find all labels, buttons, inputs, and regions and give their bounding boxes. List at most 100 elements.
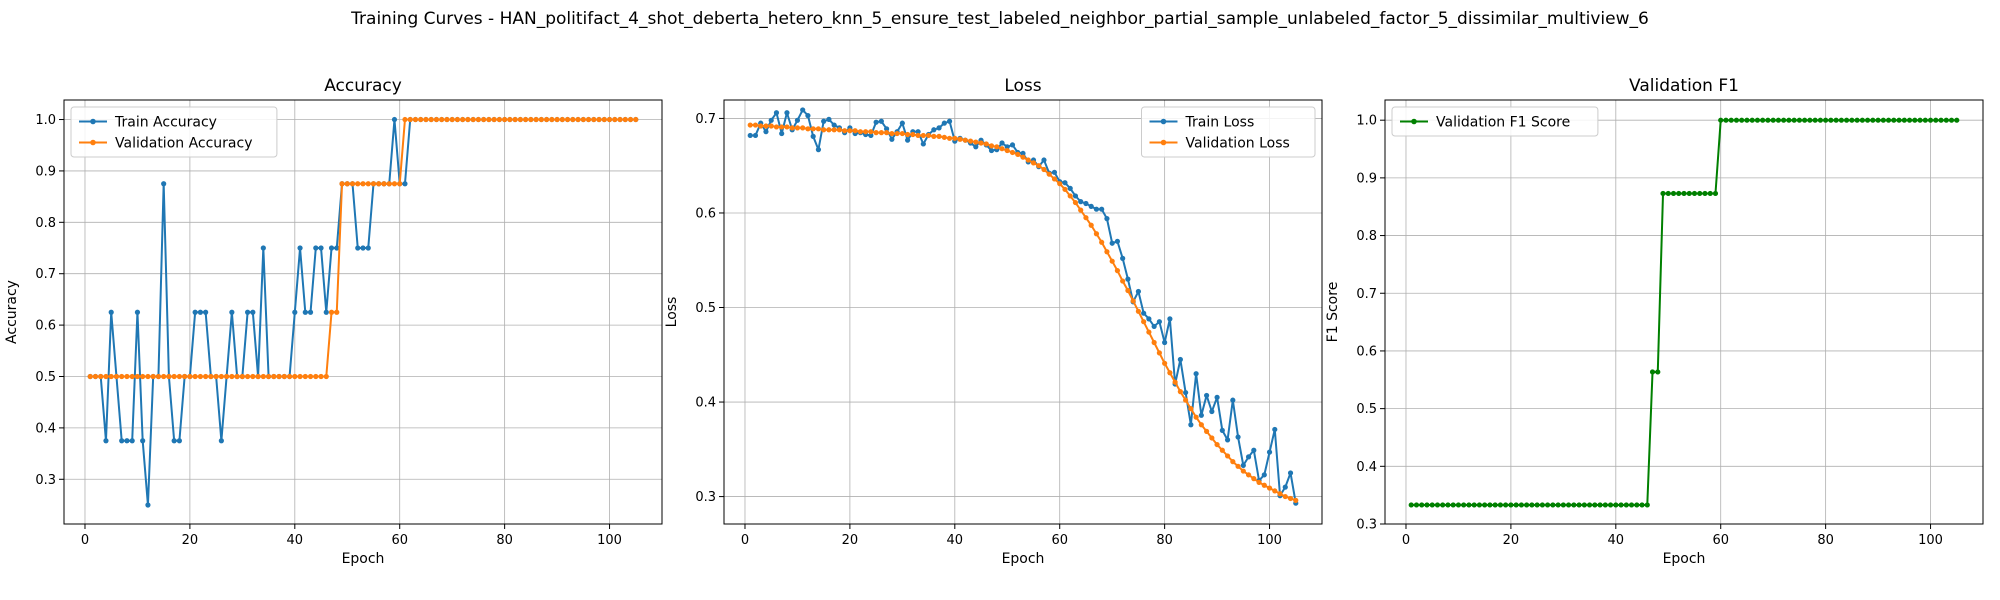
data-point [612,116,618,123]
data-point [554,116,560,123]
data-point [171,373,177,380]
data-point [1183,397,1189,403]
data-point [1183,389,1189,396]
data-point [150,373,156,380]
data-point [1193,414,1199,420]
data-point [1859,117,1865,123]
data-point [1251,476,1257,482]
data-point [784,124,790,130]
data-point [910,131,916,138]
data-point [794,125,801,131]
data-point [1172,379,1178,385]
data-point [905,131,911,138]
data-point [1287,495,1294,502]
data-point [1141,310,1147,316]
data-point [1791,117,1797,123]
data-point [633,116,639,123]
data-point [1739,117,1745,123]
data-point [1875,117,1881,123]
data-point [831,127,837,133]
data-point [1733,117,1740,123]
data-point [1204,392,1210,399]
data-point [444,116,450,123]
data-point [1445,502,1451,508]
data-point [1697,190,1703,197]
data-point [747,122,753,128]
data-point [355,245,361,251]
data-point [103,373,109,380]
data-point [1702,190,1708,197]
data-point [1550,502,1556,508]
data-point [878,130,884,136]
data-point [1093,206,1100,212]
data-point [1597,502,1603,508]
data-point [805,113,811,119]
y-tick-label: 0.4 [695,396,716,411]
data-point [108,309,114,315]
data-point [941,120,947,126]
y-tick-label: 1.0 [35,113,56,128]
data-point [1649,369,1656,375]
data-point [946,118,953,124]
data-point [1114,268,1121,274]
data-point [1025,157,1031,163]
chart-panel-1: 0 20 40 60 80 100 0.3 0.4 0.5 0.6 0.7 0.8 0.9 1.0 Accu… [4,76,663,567]
data-point [460,116,466,123]
data-point [1209,408,1215,415]
data-point [1807,117,1813,123]
data-point [187,373,193,380]
data-point [1104,249,1110,255]
data-point [245,373,251,380]
data-point [155,373,162,380]
data-point [821,118,827,124]
x-tick-label: 0 [741,533,749,548]
data-point [1120,278,1126,284]
legend-marker [90,118,96,125]
data-point [1765,117,1771,123]
data-point [507,116,513,123]
data-point [1072,193,1079,199]
data-point [1571,502,1577,508]
data-point [145,502,151,508]
data-point [1865,117,1871,123]
plot-frame [63,99,663,525]
data-point [1282,484,1288,490]
data-point [596,116,602,123]
data-point [1560,502,1566,508]
data-point [103,438,109,444]
data-point [779,130,785,137]
data-point [449,116,455,123]
data-point [575,116,581,123]
data-point [978,140,984,146]
data-point [161,373,167,380]
data-point [1723,117,1729,123]
data-point [585,116,592,123]
data-point [318,245,324,251]
data-point [1009,149,1016,156]
data-point [1749,117,1755,123]
data-point [784,110,790,116]
data-point [873,130,879,136]
data-point [1471,502,1477,508]
data-point [821,127,827,133]
data-point [1487,502,1493,508]
data-point [1906,117,1913,123]
data-point [1691,190,1698,197]
data-point [517,116,523,123]
data-point [1954,117,1960,123]
y-axis-label: Loss [664,297,680,328]
data-point [1828,117,1834,123]
data-point [1576,502,1582,508]
data-point [1508,502,1514,508]
data-point [1266,449,1273,455]
y-tick-label: 0.3 [1356,518,1377,533]
data-point [307,309,314,315]
data-point [239,373,245,380]
data-point [1760,117,1766,123]
data-point [1948,117,1955,123]
x-tick-label: 100 [1257,533,1282,548]
data-point [1272,488,1278,494]
data-point [994,144,1000,150]
y-tick-label: 0.5 [35,370,56,385]
data-point [1781,117,1787,123]
